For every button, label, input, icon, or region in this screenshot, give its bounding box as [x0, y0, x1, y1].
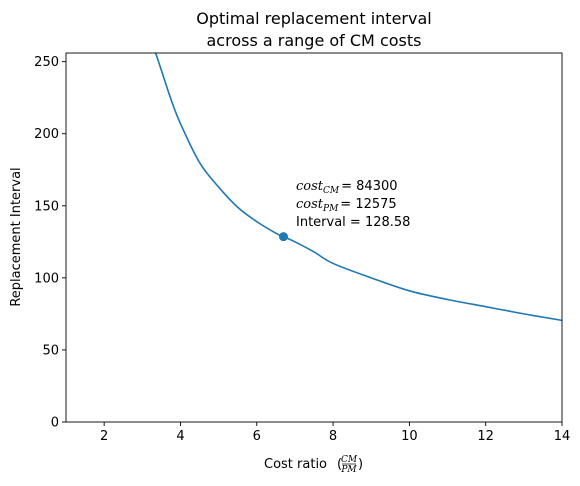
x-axis-label: Cost ratio ( CM PM ) — [264, 455, 363, 475]
chart-title-line2: across a range of CM costs — [207, 31, 422, 50]
x-tick-label: 10 — [401, 429, 418, 444]
y-axis-label: Replacement Interval — [9, 167, 24, 306]
x-axis-label-frac-den: PM — [340, 465, 357, 475]
y-tick-label: 0 — [51, 416, 59, 431]
annotation: costCM = 84300 costPM = 12575 Interval = 1… — [296, 179, 410, 230]
x-axis-label-paren-close: ) — [358, 457, 363, 472]
y-tick-label: 250 — [34, 55, 59, 70]
y-tick-label: 100 — [34, 271, 59, 286]
y-tick-label: 150 — [34, 199, 59, 214]
plot-area — [66, 53, 562, 422]
x-axis-label-text: Cost ratio — [264, 457, 327, 472]
plot-frame — [65, 52, 563, 423]
x-tick-label: 4 — [176, 429, 184, 444]
annotation-pm: costPM = 12575 — [296, 197, 397, 214]
x-axis: 2 4 6 8 10 12 14 — [100, 422, 570, 444]
x-tick-label: 14 — [554, 429, 571, 444]
annotation-cm: costCM = 84300 — [296, 179, 398, 196]
annotation-interval: Interval = 128.58 — [296, 215, 410, 230]
x-tick-label: 12 — [477, 429, 494, 444]
y-tick-label: 50 — [42, 343, 59, 358]
x-tick-label: 6 — [253, 429, 261, 444]
highlight-point — [278, 232, 288, 242]
x-tick-label: 8 — [329, 429, 337, 444]
x-axis-label-frac-num: CM — [341, 455, 358, 465]
y-tick-label: 200 — [34, 127, 59, 142]
x-tick-label: 2 — [100, 429, 108, 444]
x-axis-label-paren-open: ( — [337, 457, 342, 472]
chart-title-line1: Optimal replacement interval — [196, 9, 431, 28]
y-axis: 0 50 100 150 200 250 — [34, 55, 66, 431]
